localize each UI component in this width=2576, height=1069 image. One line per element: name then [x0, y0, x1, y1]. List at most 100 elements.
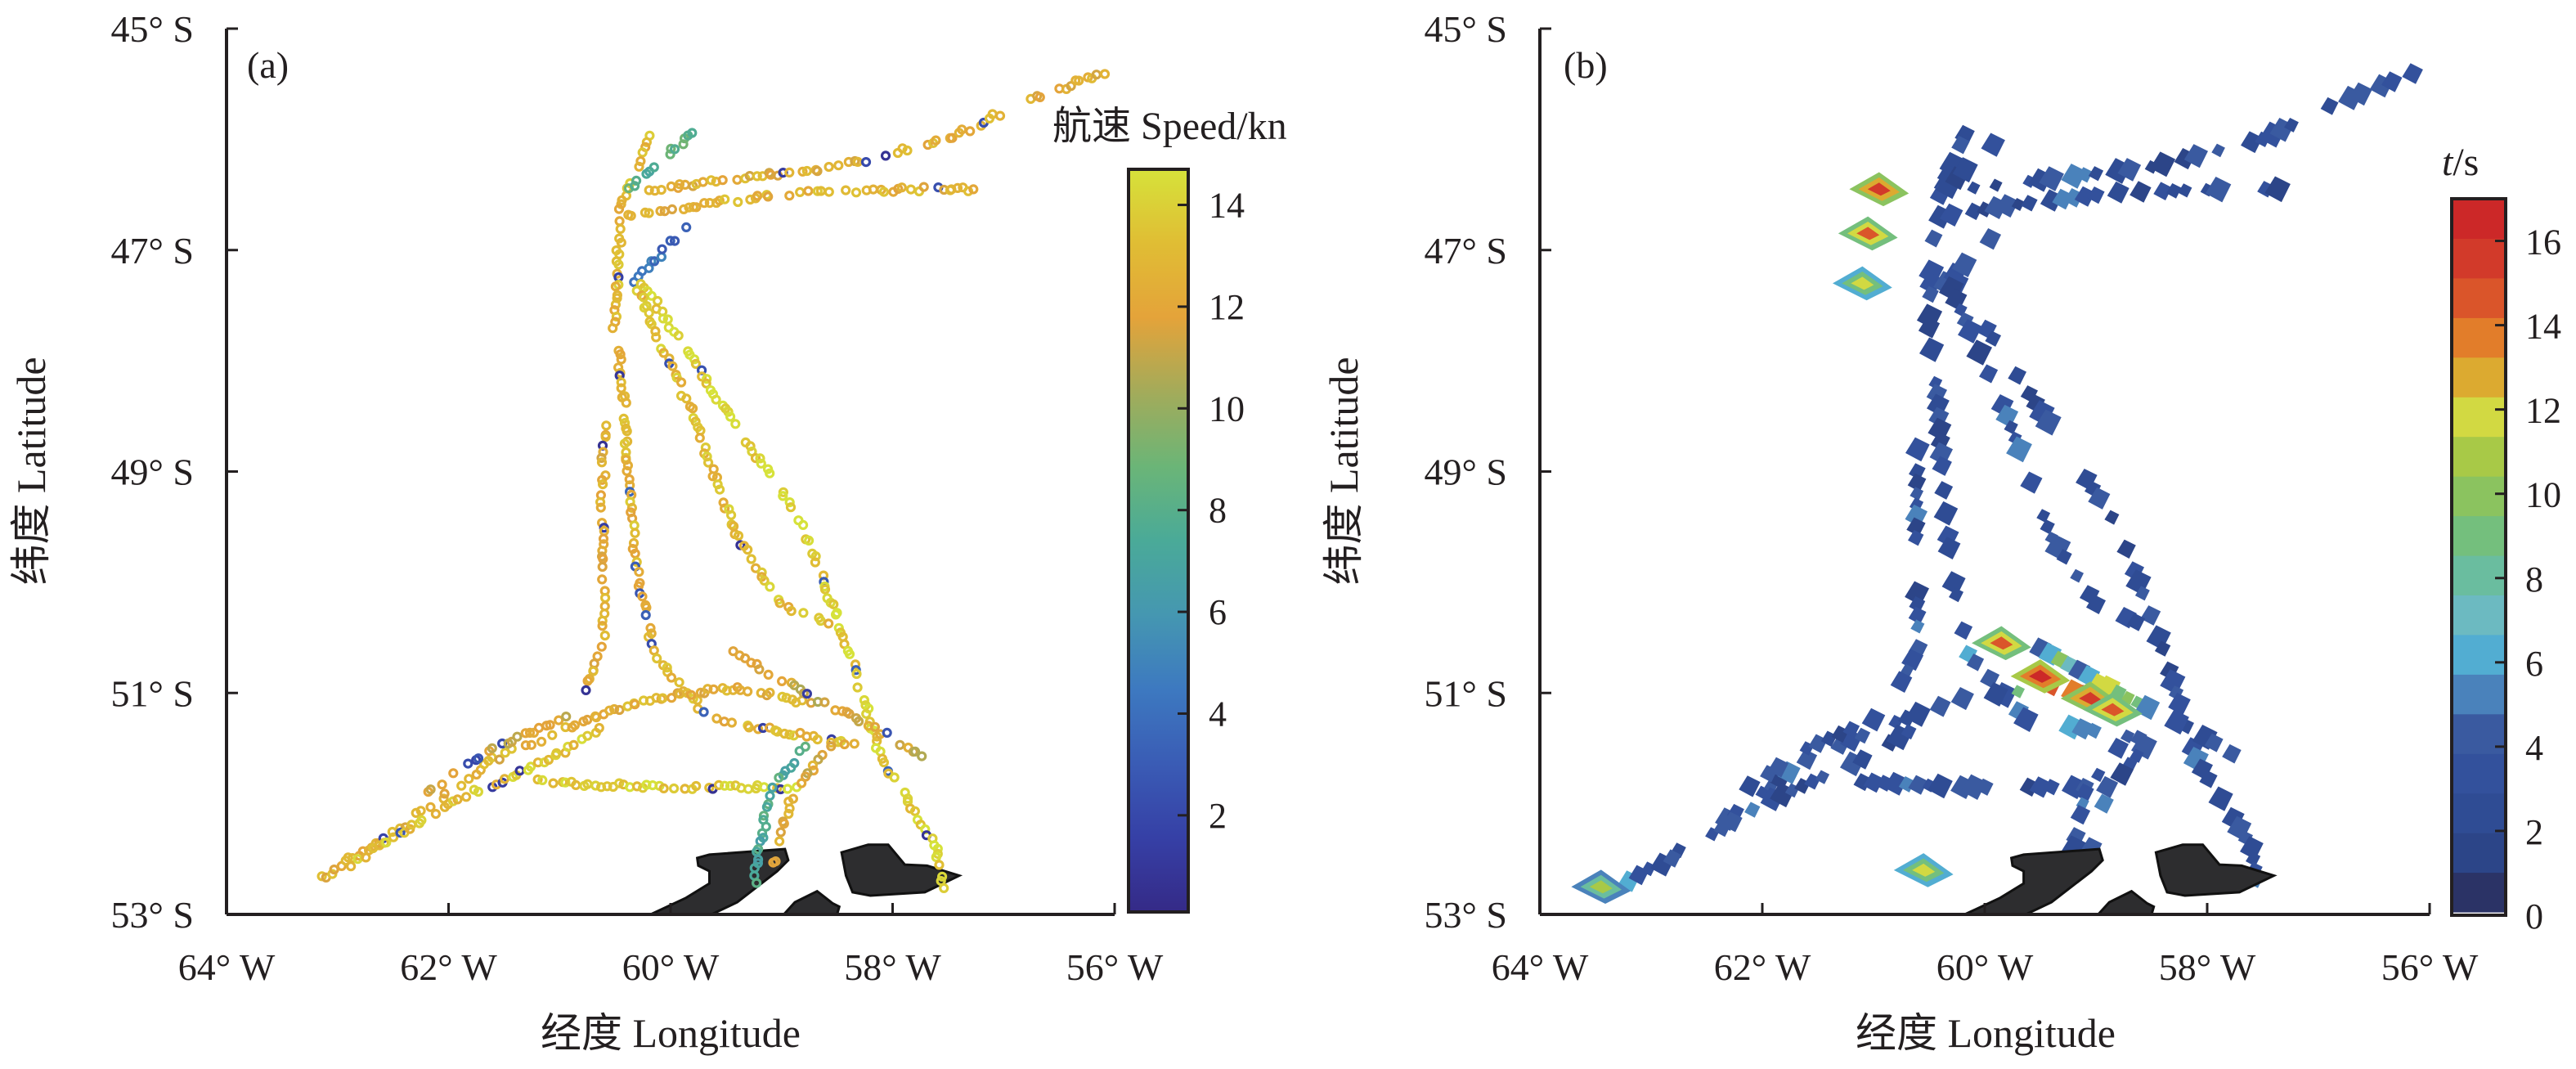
track-point [708, 684, 719, 694]
colorbar-tick-label: 10 [2525, 475, 2561, 515]
colorbar-band [2452, 555, 2506, 595]
track-point [610, 281, 622, 292]
track-point [588, 666, 599, 676]
track-point [608, 323, 618, 334]
track-point [707, 471, 718, 482]
track-point [922, 139, 933, 150]
track-point [622, 465, 632, 477]
contour-cell [1861, 707, 1886, 732]
track-point [674, 677, 684, 688]
contour-cell [2222, 743, 2242, 764]
track-point [882, 727, 892, 739]
track-point [613, 259, 624, 270]
colorbar-tick-label: 2 [2525, 812, 2543, 852]
colorbar-title-unit: /s [2453, 141, 2479, 184]
track-point [801, 689, 813, 699]
track-point [909, 806, 921, 816]
track-point [839, 739, 850, 750]
colorbar-title-variable: t [2442, 141, 2454, 184]
track-point [551, 748, 562, 758]
contour-cell [2284, 118, 2299, 133]
contour-cell [2052, 188, 2073, 210]
track-point [725, 780, 736, 792]
track-point [763, 191, 774, 202]
track-point [640, 609, 651, 621]
track-point [599, 630, 610, 641]
colorbar-band [2452, 238, 2506, 279]
track-point [795, 186, 806, 197]
track-point [963, 186, 974, 196]
track-point [615, 223, 626, 234]
contour-cell [1928, 773, 1953, 799]
track-point [801, 165, 812, 177]
contour-cell [2094, 793, 2114, 814]
track-point [776, 676, 788, 687]
track-point [666, 204, 678, 214]
y-tick-label: 47° S [1425, 230, 1507, 272]
track-point [666, 143, 676, 154]
contour-cell [1796, 748, 1818, 770]
track-point [624, 474, 635, 485]
island [782, 889, 841, 914]
colorbar-title-speed: 航速 Speed/kn [1052, 105, 1287, 148]
hotspot [1589, 880, 1613, 894]
track-point [639, 303, 649, 313]
track-point [798, 608, 809, 618]
track-point [752, 171, 762, 182]
track-point [784, 496, 795, 508]
colorbar-band [2452, 436, 2506, 477]
track-point [381, 837, 392, 848]
track-point [640, 207, 651, 218]
hotspot [1990, 636, 2013, 650]
track-point [909, 746, 921, 757]
track-point [675, 689, 685, 699]
track-point [388, 832, 399, 842]
contour-cell [1905, 437, 1930, 462]
contour-cell [2096, 775, 2119, 798]
contour-cell [2004, 420, 2018, 434]
track-point [756, 567, 767, 577]
track-point [597, 478, 608, 490]
track-point [826, 737, 837, 748]
track-point [464, 774, 474, 784]
track-point [596, 518, 608, 528]
contour-cell [1979, 364, 1999, 384]
track-point [520, 740, 532, 751]
colorbar-band [2452, 674, 2506, 715]
track-point [596, 452, 607, 464]
contour-cell [1906, 517, 1926, 537]
track-point [673, 330, 684, 341]
contour-cell [2086, 594, 2106, 614]
track-point [819, 584, 831, 595]
contour-cell [2126, 613, 2146, 631]
contour-cell [2264, 176, 2291, 203]
track-point [619, 438, 631, 449]
track-point [824, 186, 834, 197]
x-axis-title: 经度 Longitude [541, 1010, 801, 1056]
contour-cell [1924, 229, 1943, 248]
contour-cell [2204, 733, 2224, 752]
contour-cell [2150, 151, 2176, 177]
hotspot [2029, 669, 2052, 683]
contour-cell [1960, 774, 1987, 800]
track-point [554, 715, 564, 725]
track-point [599, 592, 611, 604]
contour-cell [2040, 519, 2055, 535]
colorbar-tick-label: 2 [1209, 796, 1227, 836]
contour-cell [2088, 166, 2104, 182]
track-point [765, 582, 775, 592]
track-point [631, 175, 642, 186]
contour-cell [2211, 143, 2225, 158]
track-point [726, 717, 738, 728]
colorbar-band [2452, 357, 2506, 398]
track-point [346, 861, 357, 872]
track-point [514, 766, 525, 776]
track-point [630, 528, 640, 538]
track-point [803, 535, 815, 546]
track-point [597, 621, 608, 631]
track-point [706, 175, 716, 186]
contour-cell [2088, 487, 2111, 510]
y-tick-label: 53° S [1425, 894, 1507, 936]
contour-cell [1981, 133, 2005, 157]
